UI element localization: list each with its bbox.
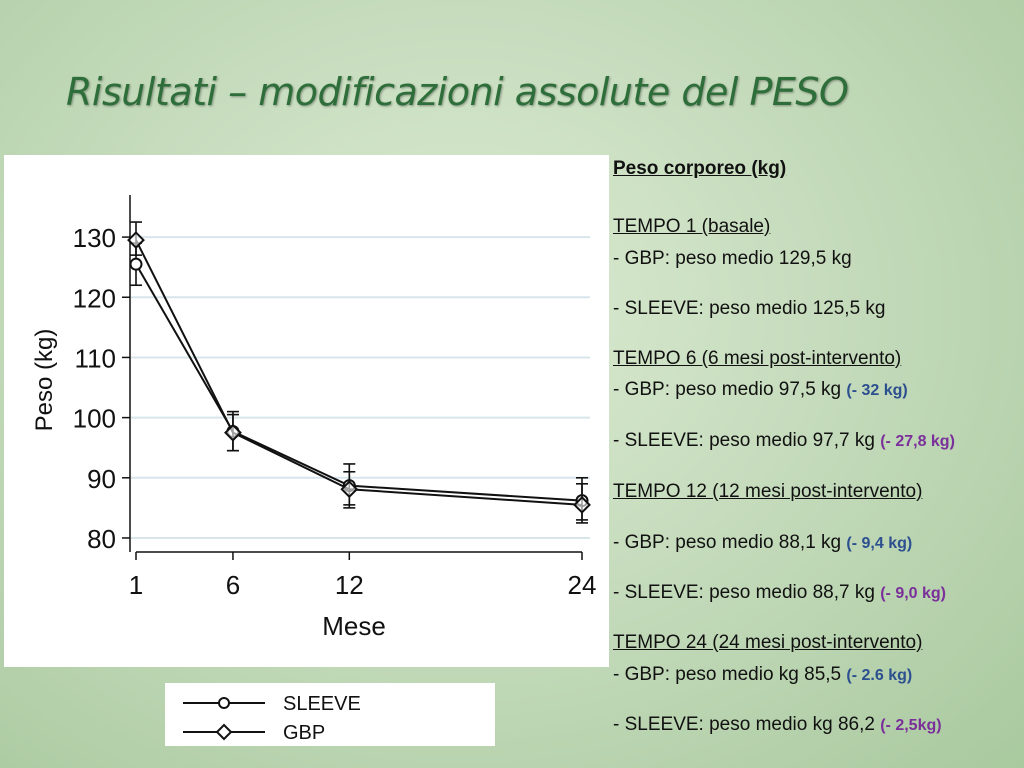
- tempo12-sleeve-row: - SLEEVE: peso medio 88,7 kg (- 9,0 kg): [613, 582, 946, 604]
- tempo12-gbp-diff: (- 9,4 kg): [846, 535, 913, 552]
- legend-marker-gbp: [215, 723, 233, 741]
- tempo24-title: TEMPO 24 (24 mesi post-intervento): [613, 632, 923, 653]
- legend-item-sleeve: SLEEVE: [183, 693, 361, 715]
- tempo12-gbp-row: - GBP: peso medio 88,1 kg (- 9,4 kg): [613, 532, 912, 554]
- legend-label-gbp: GBP: [283, 722, 325, 744]
- x-tick-label-1: 1: [129, 570, 143, 600]
- data-point-gbp-6: [224, 423, 242, 442]
- x-axis-label: Mese: [322, 611, 386, 641]
- tempo24-sleeve-diff: (- 2,5kg): [880, 717, 942, 734]
- tempo12-gbp: - GBP: peso medio 88,1 kg: [613, 532, 847, 553]
- chart-legend: SLEEVE GBP: [165, 683, 495, 746]
- chart-panel: 80 90 100 110 120 130 1 6 12 24 Mese Peso (kg): [4, 155, 609, 667]
- tempo6-gbp-diff: (- 32 kg): [846, 382, 908, 399]
- tempo12-sleeve: - SLEEVE: peso medio 88,7 kg: [613, 582, 881, 603]
- legend-marker-sleeve: [218, 697, 230, 709]
- legend-label-sleeve: SLEEVE: [283, 693, 361, 715]
- y-tick-label-80: 80: [87, 524, 116, 554]
- y-tick-label-120: 120: [73, 283, 116, 313]
- x-tick-label-6: 6: [226, 570, 240, 600]
- tempo6-sleeve-diff: (- 27,8 kg): [880, 433, 955, 450]
- series-line-sleeve: [135, 263, 583, 502]
- tempo1-title: TEMPO 1 (basale): [613, 216, 771, 237]
- tempo12-title: TEMPO 12 (12 mesi post-intervento): [613, 481, 923, 502]
- tempo24-sleeve-row: - SLEEVE: peso medio kg 86,2 (- 2,5kg): [613, 714, 942, 736]
- data-point-gbp-12: [340, 480, 359, 499]
- tempo12-sleeve-diff: (- 9,0 kg): [880, 585, 947, 602]
- tempo6-title: TEMPO 6 (6 mesi post-intervento): [613, 348, 902, 369]
- y-tick-label-130: 130: [73, 223, 116, 253]
- data-point-gbp-24: [573, 495, 591, 514]
- y-tick-label-110: 110: [75, 343, 116, 373]
- x-tick-label-24: 24: [568, 570, 597, 600]
- weight-line-chart: 80 90 100 110 120 130 1 6 12 24 Mese Peso (kg): [31, 195, 597, 641]
- y-tick-label-100: 100: [73, 404, 116, 434]
- data-point-gbp-1: [127, 231, 145, 250]
- tempo1-sleeve: - SLEEVE: peso medio 125,5 kg: [613, 298, 886, 319]
- tempo6-gbp: - GBP: peso medio 97,5 kg: [613, 379, 847, 400]
- x-tick-label-12: 12: [335, 570, 364, 600]
- data-point-sleeve-1: [129, 257, 143, 271]
- tempo24-gbp: - GBP: peso medio kg 85,5: [613, 664, 847, 685]
- slide-title: Risultati – modificazioni assolute del P…: [66, 70, 849, 114]
- tempo24-gbp-diff: (- 2.6 kg): [846, 667, 913, 684]
- series-line-gbp: [135, 239, 583, 506]
- y-axis-label: Peso (kg): [31, 329, 58, 432]
- tempo1-gbp: - GBP: peso medio 129,5 kg: [613, 248, 852, 269]
- y-tick-label-90: 90: [87, 464, 116, 494]
- tempo6-gbp-row: - GBP: peso medio 97,5 kg (- 32 kg): [613, 379, 908, 401]
- tempo6-sleeve-row: - SLEEVE: peso medio 97,7 kg (- 27,8 kg): [613, 430, 955, 452]
- legend-item-gbp: GBP: [183, 722, 325, 744]
- tempo24-sleeve: - SLEEVE: peso medio kg 86,2: [613, 714, 881, 735]
- tempo24-gbp-row: - GBP: peso medio kg 85,5 (- 2.6 kg): [613, 664, 912, 686]
- tempo6-sleeve: - SLEEVE: peso medio 97,7 kg: [613, 430, 881, 451]
- notes-heading: Peso corporeo (kg): [613, 158, 787, 179]
